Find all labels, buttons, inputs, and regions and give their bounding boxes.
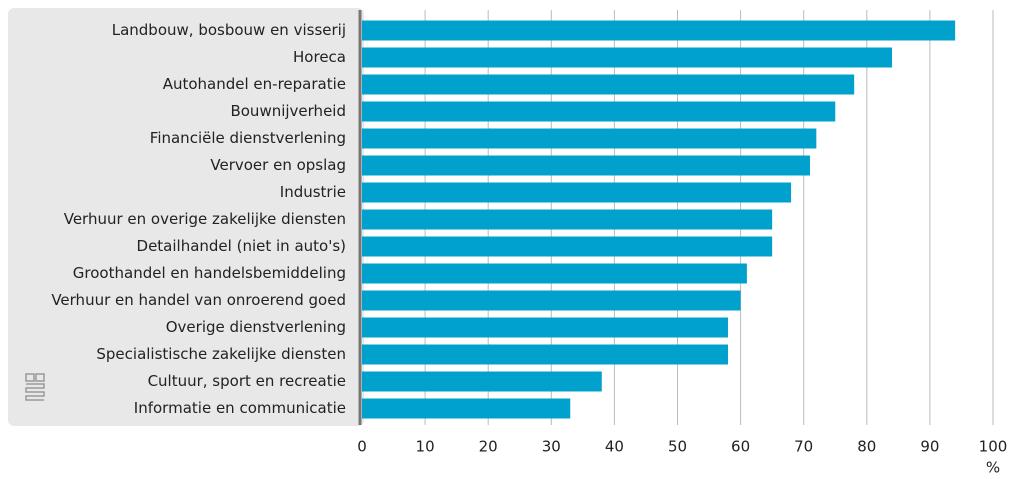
- x-tick-label: 80: [857, 438, 876, 456]
- bar: [362, 317, 728, 338]
- y-tick-label: Groothandel en handelsbemiddeling: [73, 264, 346, 282]
- bar: [362, 101, 836, 122]
- bar: [362, 20, 956, 41]
- logo: [25, 373, 45, 401]
- y-tick-label: Informatie en communicatie: [134, 399, 346, 417]
- x-tick-label: 70: [794, 438, 813, 456]
- x-tick-label: 20: [479, 438, 498, 456]
- x-tick-label: 0: [357, 438, 367, 456]
- bar: [362, 263, 747, 284]
- y-tick-label: Verhuur en handel van onroerend goed: [51, 291, 346, 309]
- bar: [362, 290, 741, 311]
- bar: [362, 371, 602, 392]
- y-tick-label: Financiële dienstverlening: [150, 129, 346, 147]
- x-tick-label: 40: [605, 438, 624, 456]
- y-tick-label: Verhuur en overige zakelijke diensten: [64, 210, 346, 228]
- label-panel: [8, 8, 364, 426]
- bar: [362, 344, 728, 365]
- y-tick-label: Vervoer en opslag: [210, 156, 346, 174]
- x-tick-label: 100: [979, 438, 1008, 456]
- x-tick-label: 90: [920, 438, 939, 456]
- bar: [362, 47, 893, 68]
- bar: [362, 398, 571, 419]
- y-tick-label: Bouwnijverheid: [230, 102, 346, 120]
- y-tick-label: Detailhandel (niet in auto's): [137, 237, 346, 255]
- x-tick-label: 50: [668, 438, 687, 456]
- y-tick-label: Horeca: [293, 48, 346, 66]
- bar: [362, 128, 817, 149]
- bar: [362, 155, 811, 176]
- y-tick-label: Industrie: [280, 183, 346, 201]
- x-tick-label: 60: [731, 438, 750, 456]
- bar: [362, 182, 792, 203]
- x-tick-label: 30: [542, 438, 561, 456]
- x-axis-label: %: [986, 459, 1000, 476]
- y-tick-label: Landbouw, bosbouw en visserij: [112, 21, 346, 39]
- y-tick-label: Autohandel en-reparatie: [163, 75, 346, 93]
- y-tick-label: Cultuur, sport en recreatie: [148, 372, 346, 390]
- bar: [362, 236, 773, 257]
- bar: [362, 74, 855, 95]
- x-tick-label: 10: [416, 438, 435, 456]
- y-tick-label: Overige dienstverlening: [166, 318, 346, 336]
- y-tick-label: Specialistische zakelijke diensten: [96, 345, 346, 363]
- bar: [362, 209, 773, 230]
